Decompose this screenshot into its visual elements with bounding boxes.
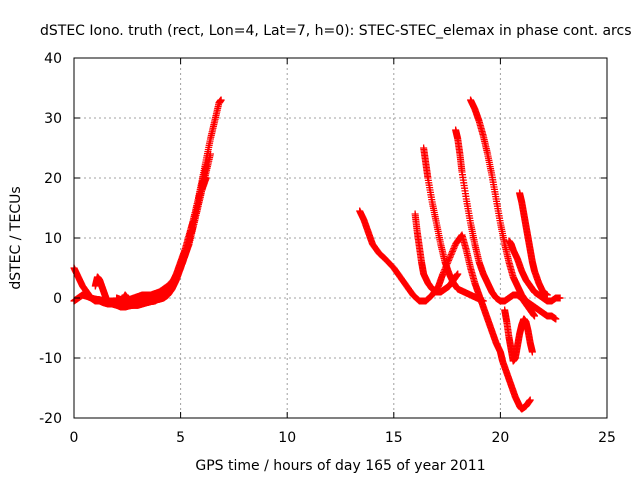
series-7	[452, 126, 539, 320]
y-tick-label: 20	[44, 171, 62, 187]
x-tick-label: 0	[70, 430, 79, 446]
y-tick-label: 0	[53, 291, 62, 307]
data-point	[556, 294, 564, 302]
data-point	[202, 174, 210, 182]
y-tick-label: 30	[44, 111, 62, 127]
x-tick-label: 15	[385, 430, 403, 446]
y-tick-label: 10	[44, 231, 62, 247]
data-points	[70, 96, 564, 413]
series-11	[516, 189, 551, 299]
series-8	[467, 96, 560, 323]
grid	[74, 58, 607, 418]
series-6	[420, 144, 487, 305]
y-axis-label: dSTEC / TECUs	[8, 186, 24, 289]
data-point	[202, 162, 210, 170]
data-point	[528, 348, 536, 356]
y-tick-label: -10	[39, 351, 62, 367]
data-point	[217, 96, 225, 104]
x-axis-label: GPS time / hours of day 165 of year 2011	[195, 458, 485, 474]
series-9	[501, 306, 536, 365]
chart-title: dSTEC Iono. truth (rect, Lon=4, Lat=7, h…	[40, 23, 632, 39]
ticks: 0 5 10 15 20 25 -20 -10 0 10 20 30 40	[39, 51, 616, 446]
data-point	[206, 150, 214, 158]
y-tick-label: 40	[44, 51, 62, 67]
data-point	[479, 297, 487, 305]
x-tick-label: 5	[176, 430, 185, 446]
y-tick-label: -20	[39, 411, 62, 427]
x-tick-label: 10	[278, 430, 296, 446]
data-point	[454, 270, 462, 278]
x-tick-label: 20	[491, 430, 509, 446]
data-point	[526, 396, 534, 404]
series-4	[356, 207, 534, 413]
series-10	[505, 237, 564, 305]
x-tick-label: 25	[598, 430, 616, 446]
data-point	[531, 312, 539, 320]
data-point	[552, 315, 560, 323]
data-point	[543, 291, 551, 299]
series-3	[113, 174, 210, 305]
